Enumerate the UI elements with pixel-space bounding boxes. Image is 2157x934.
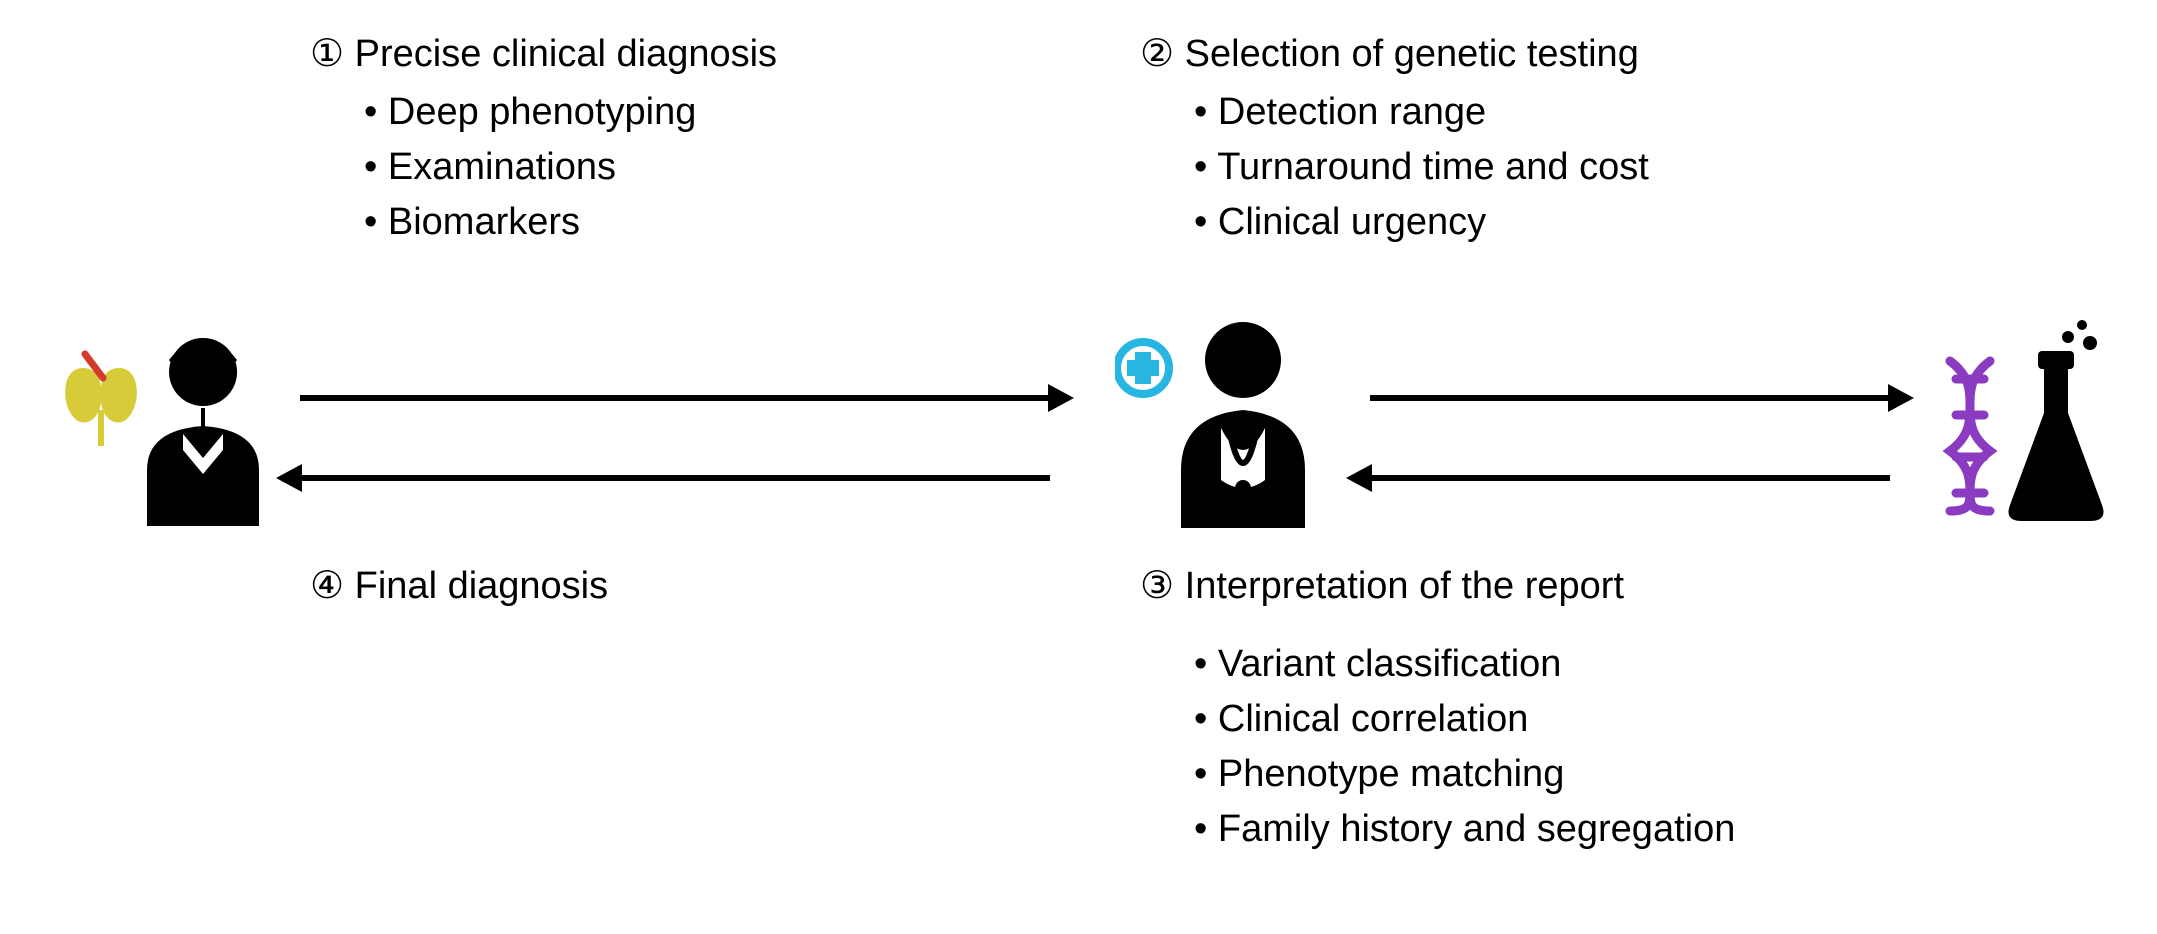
arrow-lab-to-doctor bbox=[1370, 475, 1890, 481]
arrow-doctor-to-lab bbox=[1370, 395, 1890, 401]
patient-with-kidneys-icon bbox=[55, 330, 275, 530]
step-3-block: ③ Interpretation of the report Variant c… bbox=[1140, 560, 1735, 858]
step-3-bullet: Clinical correlation bbox=[1194, 692, 1735, 747]
doctor-icon bbox=[1115, 320, 1325, 530]
step-4-title: Final diagnosis bbox=[355, 565, 608, 607]
step-2-title: Selection of genetic testing bbox=[1185, 33, 1639, 75]
step-2-bullets: Detection range Turnaround time and cost… bbox=[1194, 85, 1649, 250]
step-3-bullet: Family history and segregation bbox=[1194, 802, 1735, 857]
step-2-bullet: Detection range bbox=[1194, 85, 1649, 140]
step-1-title: Precise clinical diagnosis bbox=[355, 33, 777, 75]
arrow-patient-to-doctor bbox=[300, 395, 1050, 401]
step-1-number: ① bbox=[310, 33, 344, 75]
step-2-block: ② Selection of genetic testing Detection… bbox=[1140, 28, 1649, 250]
step-1-block: ① Precise clinical diagnosis Deep phenot… bbox=[310, 28, 777, 250]
step-3-bullets: Variant classification Clinical correlat… bbox=[1194, 637, 1735, 857]
step-3-bullet: Variant classification bbox=[1194, 637, 1735, 692]
step-3-number: ③ bbox=[1140, 565, 1174, 607]
dna-flask-icon bbox=[1940, 315, 2110, 525]
step-2-bullet: Turnaround time and cost bbox=[1194, 140, 1649, 195]
step-3-bullet: Phenotype matching bbox=[1194, 747, 1735, 802]
step-1-bullet: Examinations bbox=[364, 140, 777, 195]
step-4-block: ④ Final diagnosis bbox=[310, 560, 608, 613]
step-2-number: ② bbox=[1140, 33, 1174, 75]
step-1-bullet: Biomarkers bbox=[364, 195, 777, 250]
step-3-title: Interpretation of the report bbox=[1185, 565, 1624, 607]
step-4-number: ④ bbox=[310, 565, 344, 607]
step-2-bullet: Clinical urgency bbox=[1194, 195, 1649, 250]
step-1-bullets: Deep phenotyping Examinations Biomarkers bbox=[364, 85, 777, 250]
arrow-doctor-to-patient bbox=[300, 475, 1050, 481]
step-1-bullet: Deep phenotyping bbox=[364, 85, 777, 140]
